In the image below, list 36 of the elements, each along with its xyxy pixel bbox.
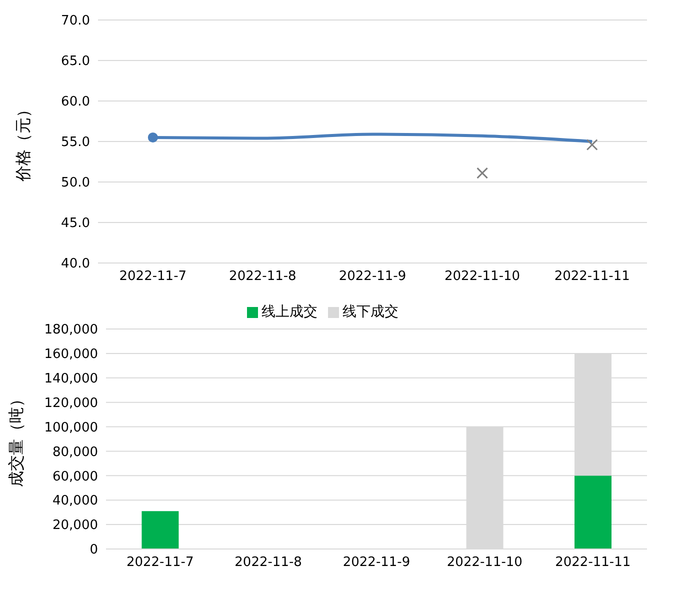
x-tick-label: 2022-11-8	[229, 269, 296, 284]
bar	[574, 476, 612, 549]
y-tick-label: 100,000	[44, 420, 98, 436]
y-axis-title: 价格（元）	[14, 102, 33, 182]
x-tick-label: 2022-11-9	[342, 555, 410, 570]
x-tick-label: 2022-11-8	[234, 555, 302, 570]
y-tick-label: 120,000	[44, 396, 98, 411]
x-tick-label: 2022-11-7	[126, 555, 194, 570]
y-tick-label: 40,000	[52, 494, 98, 509]
y-tick-label: 160,000	[44, 347, 98, 362]
x-tick-label: 2022-11-11	[554, 269, 630, 284]
y-tick-label: 40.0	[61, 256, 90, 272]
x-tick-label: 2022-11-10	[446, 555, 522, 570]
y-tick-label: 0	[90, 542, 98, 558]
y-tick-label: 55.0	[61, 135, 90, 150]
x-tick-label: 2022-11-11	[555, 555, 631, 570]
x-tick-label: 2022-11-7	[119, 269, 187, 284]
point	[476, 167, 488, 179]
legend-label: 线上成交	[262, 304, 318, 320]
y-tick-label: 60.0	[61, 94, 90, 110]
y-tick-label: 80,000	[52, 444, 98, 460]
y-tick-label: 20,000	[52, 518, 98, 534]
point	[148, 132, 158, 142]
y-tick-label: 50.0	[61, 176, 90, 191]
y-tick-label: 140,000	[44, 372, 98, 387]
x-tick-label: 2022-11-9	[338, 269, 406, 284]
x-tick-label: 2022-11-10	[444, 269, 520, 284]
y-tick-label: 45.0	[61, 216, 90, 232]
legend-label: 线下成交	[342, 304, 398, 320]
y-tick-label: 65.0	[61, 54, 90, 70]
y-axis-title: 成交量（吨）	[6, 391, 26, 487]
y-tick-label: 70.0	[61, 14, 90, 29]
point	[586, 138, 598, 150]
bar	[142, 511, 179, 549]
y-tick-label: 60,000	[52, 469, 98, 484]
y-tick-label: 180,000	[44, 322, 98, 338]
